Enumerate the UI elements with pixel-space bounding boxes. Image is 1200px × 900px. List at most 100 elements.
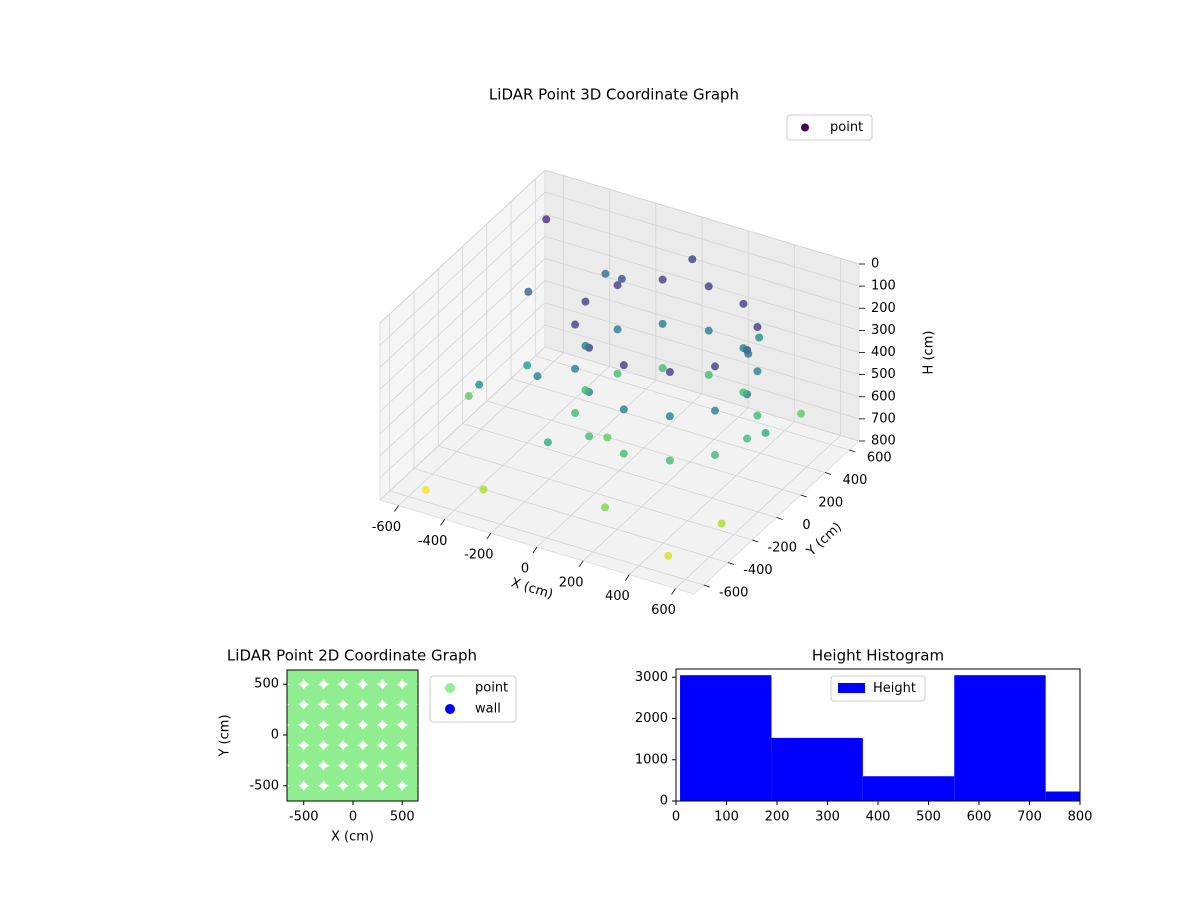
tick-mark — [394, 505, 399, 512]
z-tick-label: 700 — [871, 411, 896, 426]
bar — [1045, 791, 1080, 801]
x-tick-label: 100 — [714, 810, 739, 825]
tick-mark — [776, 517, 783, 520]
point — [739, 344, 748, 353]
point — [341, 683, 364, 706]
point — [401, 670, 418, 686]
z-tick-label: 600 — [871, 389, 896, 404]
x-tick-label: 200 — [559, 575, 584, 590]
x-tick-label: 300 — [815, 810, 840, 825]
point — [322, 744, 345, 767]
bar — [680, 675, 772, 801]
point — [571, 320, 580, 329]
tick-mark — [727, 562, 735, 565]
tick-mark — [752, 539, 759, 543]
point — [381, 670, 404, 686]
point — [571, 409, 580, 418]
legend-marker — [801, 123, 809, 132]
point — [753, 367, 762, 376]
bar — [771, 737, 863, 801]
point — [322, 764, 345, 787]
z-tick-label: 0 — [871, 257, 879, 272]
tick-mark — [849, 449, 856, 453]
z-tick-label: 200 — [871, 301, 896, 316]
point — [739, 388, 748, 397]
point — [543, 438, 552, 447]
x-tick-label: 400 — [605, 589, 630, 604]
point — [658, 275, 667, 284]
z-tick-label: 800 — [871, 434, 896, 449]
x-axis-label: X (cm) — [509, 576, 555, 603]
point — [619, 361, 628, 370]
point — [401, 703, 418, 726]
grid-line — [544, 258, 860, 353]
y-tick-label: -200 — [767, 541, 797, 556]
point — [665, 456, 674, 465]
point — [302, 764, 325, 787]
x-tick-label: 500 — [390, 810, 415, 825]
grid-line — [379, 258, 546, 412]
x-tick-label: 600 — [651, 603, 676, 618]
point — [571, 364, 580, 373]
point — [401, 744, 418, 767]
grid-line — [413, 468, 729, 563]
legend-box — [830, 675, 926, 702]
point — [753, 323, 762, 332]
point — [287, 683, 305, 706]
point — [381, 683, 404, 706]
legend-label: point — [475, 681, 508, 696]
x-tick-label: -500 — [289, 810, 319, 825]
z-tick-label: 300 — [871, 323, 896, 338]
point — [401, 683, 418, 706]
grid-line — [438, 445, 753, 541]
y-tick-label: -500 — [249, 778, 279, 793]
y-tick-label: 0 — [802, 518, 810, 533]
y-tick-label: 400 — [843, 473, 868, 488]
bar — [954, 675, 1046, 801]
grid-line — [379, 169, 546, 324]
point — [524, 287, 533, 296]
grid-line — [379, 280, 546, 434]
point — [585, 432, 594, 441]
tick-mark — [824, 472, 832, 475]
z-tick-label: 500 — [871, 367, 896, 382]
point — [665, 412, 674, 421]
y-tick-label: 0 — [660, 794, 668, 809]
point — [704, 282, 713, 291]
point — [287, 670, 305, 686]
point — [710, 406, 719, 415]
grid-line — [379, 236, 546, 390]
legend-label: wall — [475, 702, 501, 717]
point — [664, 551, 673, 560]
tick-mark — [486, 532, 492, 540]
point — [613, 369, 622, 378]
point — [601, 503, 610, 512]
point — [619, 449, 628, 458]
point — [381, 784, 404, 801]
x-tick-label: -200 — [464, 548, 494, 563]
point — [287, 723, 305, 746]
point — [753, 411, 762, 420]
point — [302, 683, 325, 706]
legend-marker — [445, 683, 455, 693]
tick-mark — [703, 584, 710, 588]
x-tick-label: 0 — [349, 810, 357, 825]
legend-label: Height — [873, 681, 916, 696]
x-tick-label: 0 — [672, 810, 680, 825]
grid-line — [544, 324, 860, 420]
x-tick-label: -600 — [372, 520, 402, 535]
point — [744, 349, 753, 358]
point — [341, 744, 364, 767]
x-tick-label: 800 — [1068, 810, 1093, 825]
point — [542, 215, 551, 224]
point — [322, 723, 345, 746]
point — [302, 703, 325, 726]
grid-line — [544, 213, 860, 309]
point — [523, 361, 532, 370]
point — [581, 341, 590, 350]
point — [341, 670, 364, 686]
grid-line — [389, 490, 704, 586]
point — [401, 723, 418, 746]
point — [665, 367, 674, 376]
chart-title: Height Histogram — [812, 647, 944, 665]
